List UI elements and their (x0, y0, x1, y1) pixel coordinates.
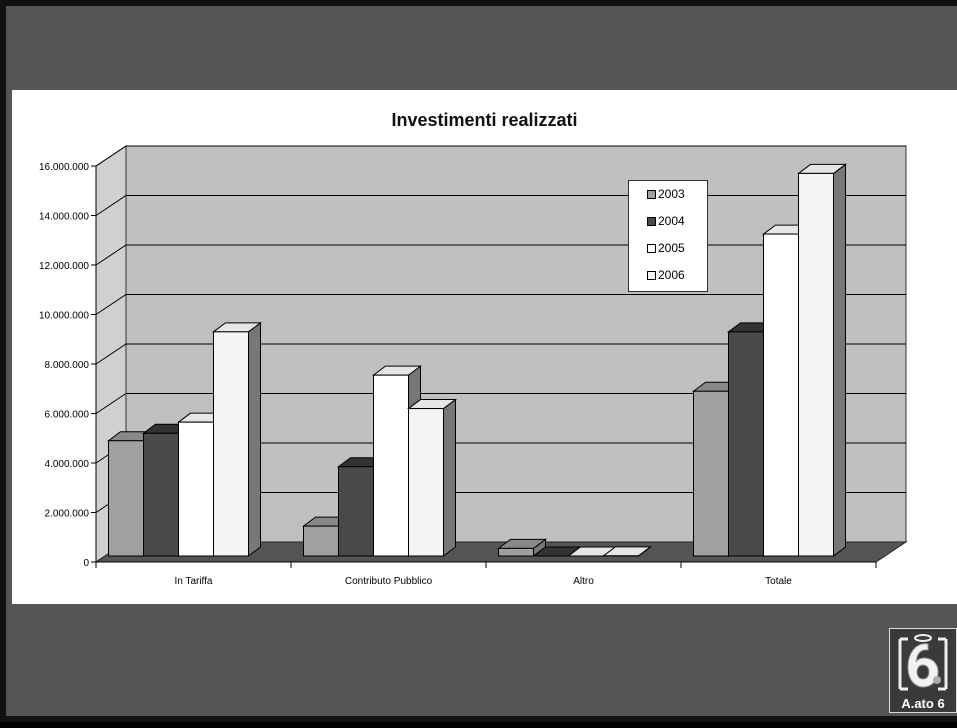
bar-front (729, 332, 764, 556)
y-tick-label: 12.000.000 (39, 261, 89, 272)
x-tick-label: Altro (573, 576, 594, 587)
bar-front (214, 332, 249, 556)
y-tick-label: 16.000.000 (39, 162, 89, 173)
bar-front (179, 422, 214, 556)
bar-side (444, 400, 456, 556)
y-tick-label: 2.000.000 (45, 509, 90, 520)
bar-front (304, 526, 339, 556)
bar-chart: 0 2.000.000 4.000.000 6.000.000 8.000.000 10.… (6, 6, 957, 728)
bar-front (409, 409, 444, 556)
y-tick-label: 4.000.000 (45, 459, 90, 470)
legend-swatch-2005 (647, 244, 656, 253)
x-tick-label: Totale (765, 576, 792, 587)
x-tick-label: Contributo Pubblico (345, 576, 433, 587)
bar-front (764, 234, 799, 556)
y-tick-label: 0 (83, 558, 89, 569)
legend-label-2004: 2004 (658, 212, 685, 230)
y-tick-label: 10.000.000 (39, 311, 89, 322)
x-tick-label: In Tariffa (175, 576, 213, 587)
y-tick-label: 6.000.000 (45, 410, 90, 421)
legend-swatch-2004 (647, 217, 656, 226)
bar-front (499, 548, 534, 556)
legend-label-2003: 2003 (658, 185, 685, 203)
logo-caption: A.ato 6 (890, 696, 956, 711)
legend-label-2006: 2006 (658, 266, 685, 284)
legend-item-2003: 2003 (649, 185, 707, 212)
bar-front (339, 467, 374, 556)
bar-side (834, 164, 846, 556)
legend-item-2006: 2006 (649, 266, 707, 293)
bar-front (374, 375, 409, 556)
ato6-logo: A.ato 6 (889, 628, 957, 713)
ato6-logo-icon (890, 629, 956, 695)
chart-legend: 2003 2004 2005 2006 (628, 180, 708, 292)
bar-contributo-pubblico-2006 (409, 400, 456, 556)
legend-swatch-2003 (647, 190, 656, 199)
legend-item-2004: 2004 (649, 212, 707, 239)
bar-side (249, 323, 261, 556)
bar-totale-2006 (799, 164, 846, 556)
legend-label-2005: 2005 (658, 239, 685, 257)
y-tick-label: 14.000.000 (39, 212, 89, 223)
y-tick-label: 8.000.000 (45, 360, 90, 371)
bar-front (109, 441, 144, 556)
bar-front (694, 391, 729, 556)
bar-front (144, 433, 179, 556)
legend-swatch-2006 (647, 271, 656, 280)
bar-front (799, 173, 834, 556)
legend-item-2005: 2005 (649, 239, 707, 266)
bar-in-tariffa-2006 (214, 323, 261, 556)
